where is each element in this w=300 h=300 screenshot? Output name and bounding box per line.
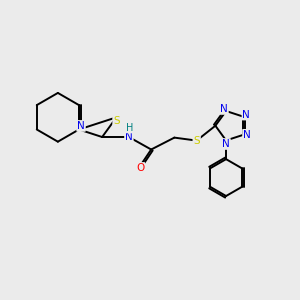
Text: N: N (125, 132, 133, 142)
Text: S: S (113, 116, 120, 126)
Text: H: H (126, 122, 134, 133)
Text: S: S (194, 136, 200, 146)
Text: N: N (222, 139, 230, 149)
Text: N: N (243, 130, 251, 140)
Text: O: O (136, 163, 144, 173)
Text: N: N (242, 110, 250, 120)
Text: N: N (220, 104, 228, 114)
Text: N: N (77, 121, 85, 131)
